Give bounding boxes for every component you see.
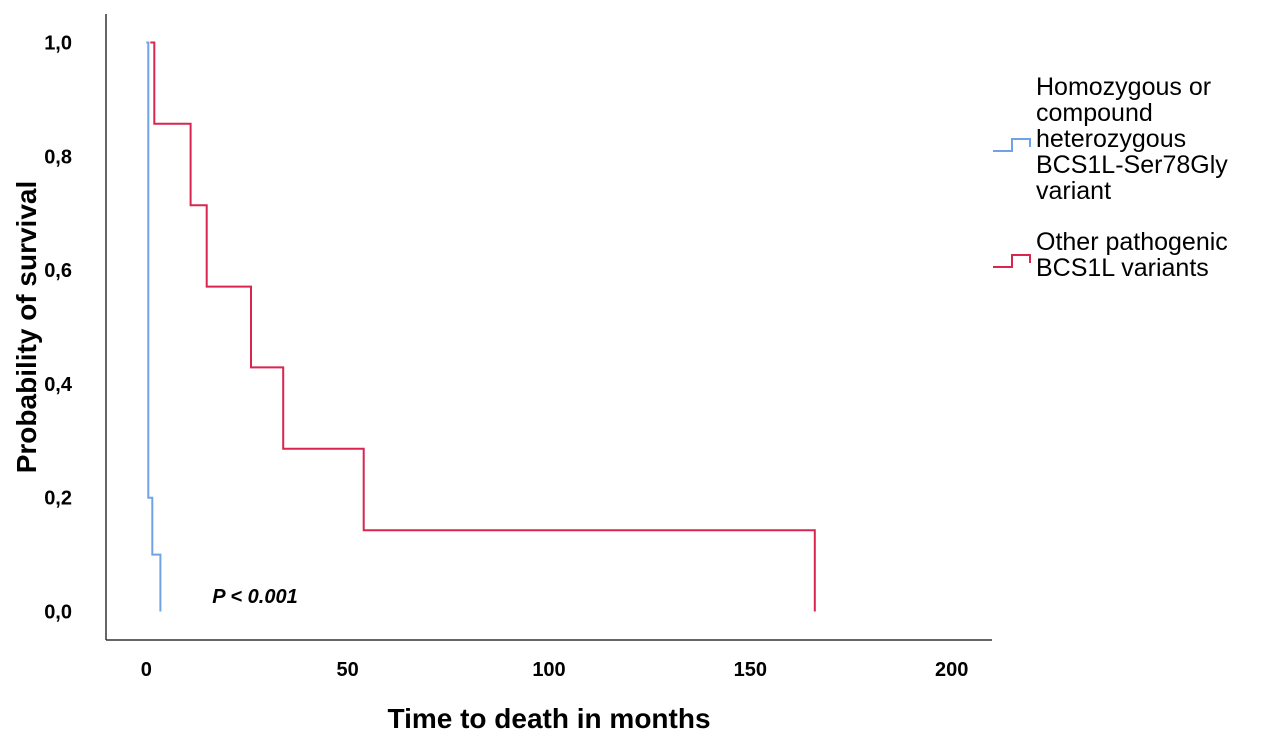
- y-tick-label: 0,4: [44, 374, 73, 396]
- legend-label-line: BCS1L-Ser78Gly: [1036, 151, 1228, 179]
- y-tick-label: 0,6: [44, 260, 72, 282]
- survival-curve-series-2: [150, 41, 816, 612]
- survival-curve-series-1: [146, 41, 162, 612]
- series-lines: [146, 41, 816, 612]
- x-tick-label: 50: [337, 659, 359, 681]
- legend-swatch-series-1: [993, 138, 1031, 152]
- legend-label-line: Homozygous or: [1036, 73, 1211, 101]
- y-tick-label: 1,0: [44, 32, 72, 54]
- legend-swatch-series-2: [993, 254, 1031, 268]
- x-tick-label: 150: [734, 659, 767, 681]
- legend-label-line: variant: [1036, 177, 1111, 205]
- legend: Homozygous orcompoundheterozygousBCS1L-S…: [993, 73, 1228, 282]
- legend-label-line: BCS1L variants: [1036, 254, 1209, 282]
- p-value-annotation: P < 0.001: [212, 586, 297, 608]
- x-tick-label: 100: [532, 659, 565, 681]
- y-tick-label: 0,2: [44, 488, 72, 510]
- legend-label-line: compound: [1036, 99, 1153, 127]
- x-tick-label: 200: [935, 659, 968, 681]
- axes: [105, 14, 992, 641]
- x-axis-title: Time to death in months: [387, 703, 710, 732]
- y-axis-title: Probability of survival: [11, 181, 42, 474]
- legend-label-line: Other pathogenic: [1036, 228, 1228, 256]
- y-tick-label: 0,0: [44, 602, 72, 624]
- tick-labels: 0 50 100 150 200 0,0 0,2 0,4 0,6 0,8 1,0: [44, 32, 968, 681]
- y-tick-label: 0,8: [44, 146, 72, 168]
- x-tick-label: 0: [141, 659, 152, 681]
- legend-label-line: heterozygous: [1036, 125, 1186, 153]
